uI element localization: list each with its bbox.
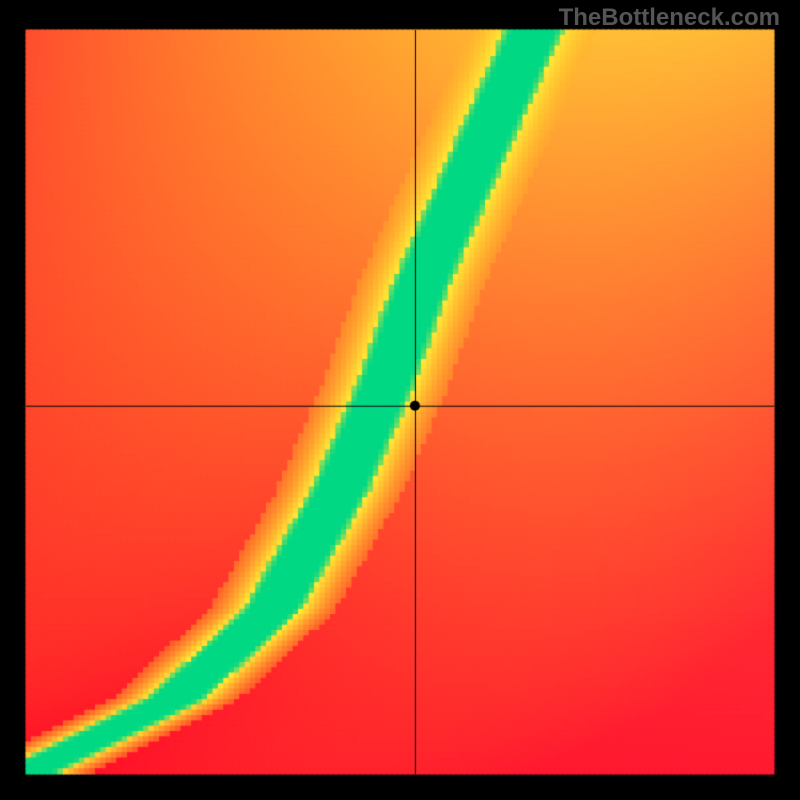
chart-container: TheBottleneck.com [0, 0, 800, 800]
watermark-text: TheBottleneck.com [559, 4, 780, 32]
heatmap-canvas [0, 0, 800, 800]
